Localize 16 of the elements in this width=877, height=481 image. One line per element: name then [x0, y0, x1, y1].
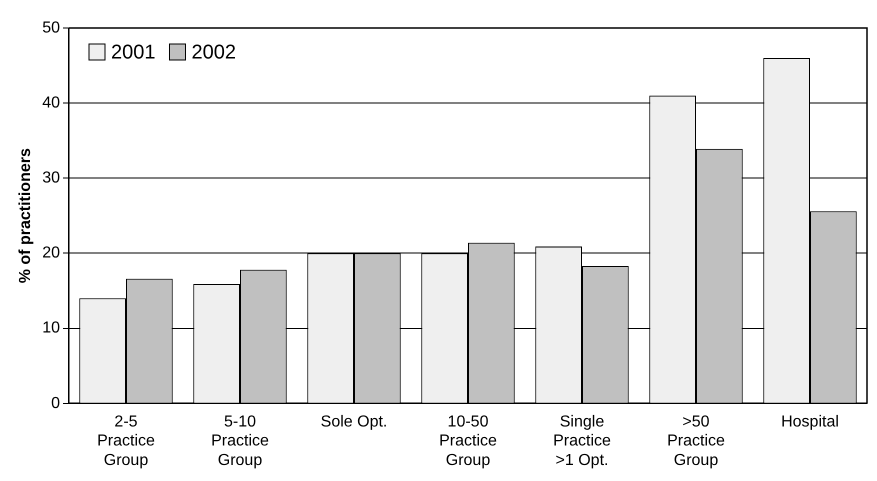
legend-label: 2001: [110, 42, 156, 64]
legend-label: 2002: [191, 42, 236, 64]
y-tick-label: 30: [42, 170, 60, 187]
x-tick-label: Single Practice >1 Opt.: [553, 413, 611, 469]
y-tick-label: 10: [42, 320, 60, 337]
x-tick-label: >50 Practice Group: [667, 413, 725, 469]
y-tick-label: 20: [42, 244, 60, 262]
x-tick-label: 10-50 Practice Group: [439, 413, 497, 469]
x-tick-label: 5-10 Practice Group: [211, 413, 269, 469]
y-axis-title: % of practitioners: [17, 148, 34, 284]
y-tick-label: 50: [42, 19, 60, 36]
x-tick-label: Sole Opt.: [320, 413, 388, 430]
x-tick-label: Hospital: [781, 413, 839, 430]
x-tick-label: 2-5 Practice Group: [97, 413, 155, 469]
y-tick-label: 40: [42, 94, 60, 112]
y-tick-label: 0: [51, 394, 60, 412]
